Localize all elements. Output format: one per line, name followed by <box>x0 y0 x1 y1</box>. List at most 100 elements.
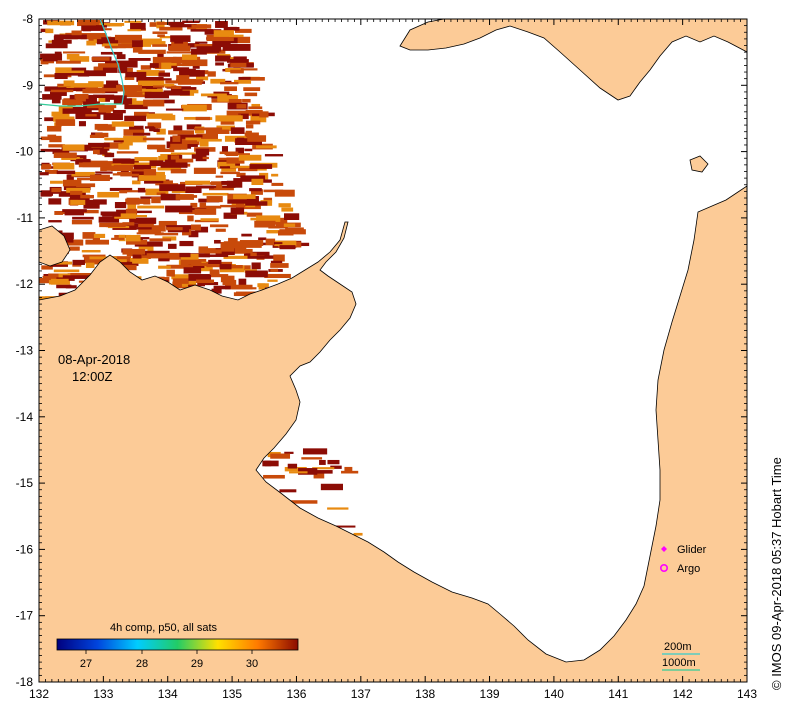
sst-patch <box>89 174 110 181</box>
sst-patch <box>327 459 340 465</box>
sst-patch <box>256 215 281 222</box>
sst-patch <box>124 90 152 98</box>
x-tick-label: 134 <box>158 687 178 701</box>
y-tick-label: -14 <box>16 410 34 424</box>
sst-patch <box>230 69 244 74</box>
sst-patch <box>270 453 291 459</box>
sst-patch <box>125 208 138 215</box>
sst-patch <box>156 192 166 195</box>
sst-patch <box>283 223 296 227</box>
sst-patch <box>228 237 238 242</box>
sst-patch <box>99 23 125 26</box>
sst-patch <box>171 41 188 48</box>
sst-patch <box>193 167 216 174</box>
sst-patch <box>221 167 237 172</box>
sst-patch <box>159 184 186 192</box>
sst-patch <box>221 180 239 185</box>
sst-patch <box>124 103 148 110</box>
sst-patch <box>66 174 74 181</box>
sst-patch <box>158 220 177 227</box>
sst-patch <box>273 254 285 262</box>
y-tick-label: -11 <box>17 211 34 225</box>
sst-patch <box>172 135 181 142</box>
sst-patch <box>44 117 61 122</box>
sst-patch <box>53 35 61 43</box>
sst-patch <box>171 274 194 280</box>
sst-patch <box>120 173 140 177</box>
isobath-1000m-label: 1000m <box>662 657 696 669</box>
date-label: 08-Apr-2018 <box>58 352 130 367</box>
sst-patch <box>213 91 230 96</box>
sst-patch <box>188 264 205 269</box>
sst-patch <box>146 113 173 119</box>
sst-patch <box>104 152 115 158</box>
sst-patch <box>251 103 261 108</box>
sst-patch <box>40 58 49 65</box>
sst-patch <box>127 214 147 218</box>
sst-patch <box>56 87 67 91</box>
sst-patch <box>185 68 196 73</box>
sst-patch <box>149 160 164 167</box>
sst-patch <box>164 85 177 88</box>
sst-patch <box>219 265 245 273</box>
sst-patch <box>53 116 75 122</box>
sst-patch <box>177 134 203 138</box>
time-label: 12:00Z <box>72 369 113 384</box>
sst-patch <box>194 208 217 215</box>
land-layer <box>39 19 747 682</box>
sst-patch <box>69 194 90 201</box>
sst-patch <box>94 123 108 130</box>
sst-patch <box>124 20 142 23</box>
y-tick-label: -9 <box>22 78 33 92</box>
axes: 132 133 134 135 136 137 138 139 140 141 142 143 -8 -9… <box>16 12 758 701</box>
sst-patch <box>149 127 156 132</box>
sst-patch <box>247 255 274 259</box>
sst-patch <box>239 248 253 254</box>
sst-patch <box>176 75 190 80</box>
sst-patch <box>226 245 247 252</box>
sst-patch <box>115 98 133 105</box>
sst-patch <box>264 460 272 467</box>
sst-patch <box>96 39 103 45</box>
sst-patch <box>45 61 55 64</box>
sst-patch <box>85 262 95 269</box>
sst-patch <box>236 291 263 296</box>
sst-patch <box>72 216 94 220</box>
y-tick-label: -8 <box>22 12 33 26</box>
sst-patch <box>67 103 76 107</box>
sst-patch <box>170 24 197 28</box>
sst-patch <box>39 278 55 284</box>
sst-patch <box>102 67 118 72</box>
sst-patch <box>165 205 193 213</box>
isobath-layer <box>39 19 125 107</box>
sst-patch <box>165 108 184 111</box>
sst-patch <box>103 142 123 149</box>
sst-patch <box>190 224 201 231</box>
sst-patch <box>220 171 240 175</box>
sst-patch <box>119 190 128 194</box>
colorbar-tick-label: 28 <box>136 658 148 670</box>
sst-patch <box>49 91 67 96</box>
sst-patch <box>42 94 62 100</box>
sst-patch <box>271 173 279 177</box>
sst-patch <box>138 237 150 240</box>
sst-patch <box>62 144 85 151</box>
sst-patch <box>250 252 257 257</box>
colorbar: 4h comp, p50, all sats 27 28 29 30 <box>56 622 299 670</box>
sst-patch <box>149 63 159 68</box>
sst-patch <box>213 285 231 290</box>
sst-patch <box>154 62 172 70</box>
sst-patch <box>215 55 231 62</box>
sst-patch <box>333 525 356 528</box>
sst-patch <box>166 264 194 269</box>
sst-patch <box>103 113 123 121</box>
sst-patch <box>188 274 212 281</box>
sst-patch <box>274 240 297 247</box>
sst-patch <box>157 167 182 171</box>
sst-patch <box>156 148 175 153</box>
sst-patch <box>56 284 72 289</box>
sst-patch <box>104 45 126 49</box>
sst-patch <box>132 210 152 214</box>
x-tick-label: 132 <box>29 687 49 701</box>
sst-patch <box>220 275 235 283</box>
